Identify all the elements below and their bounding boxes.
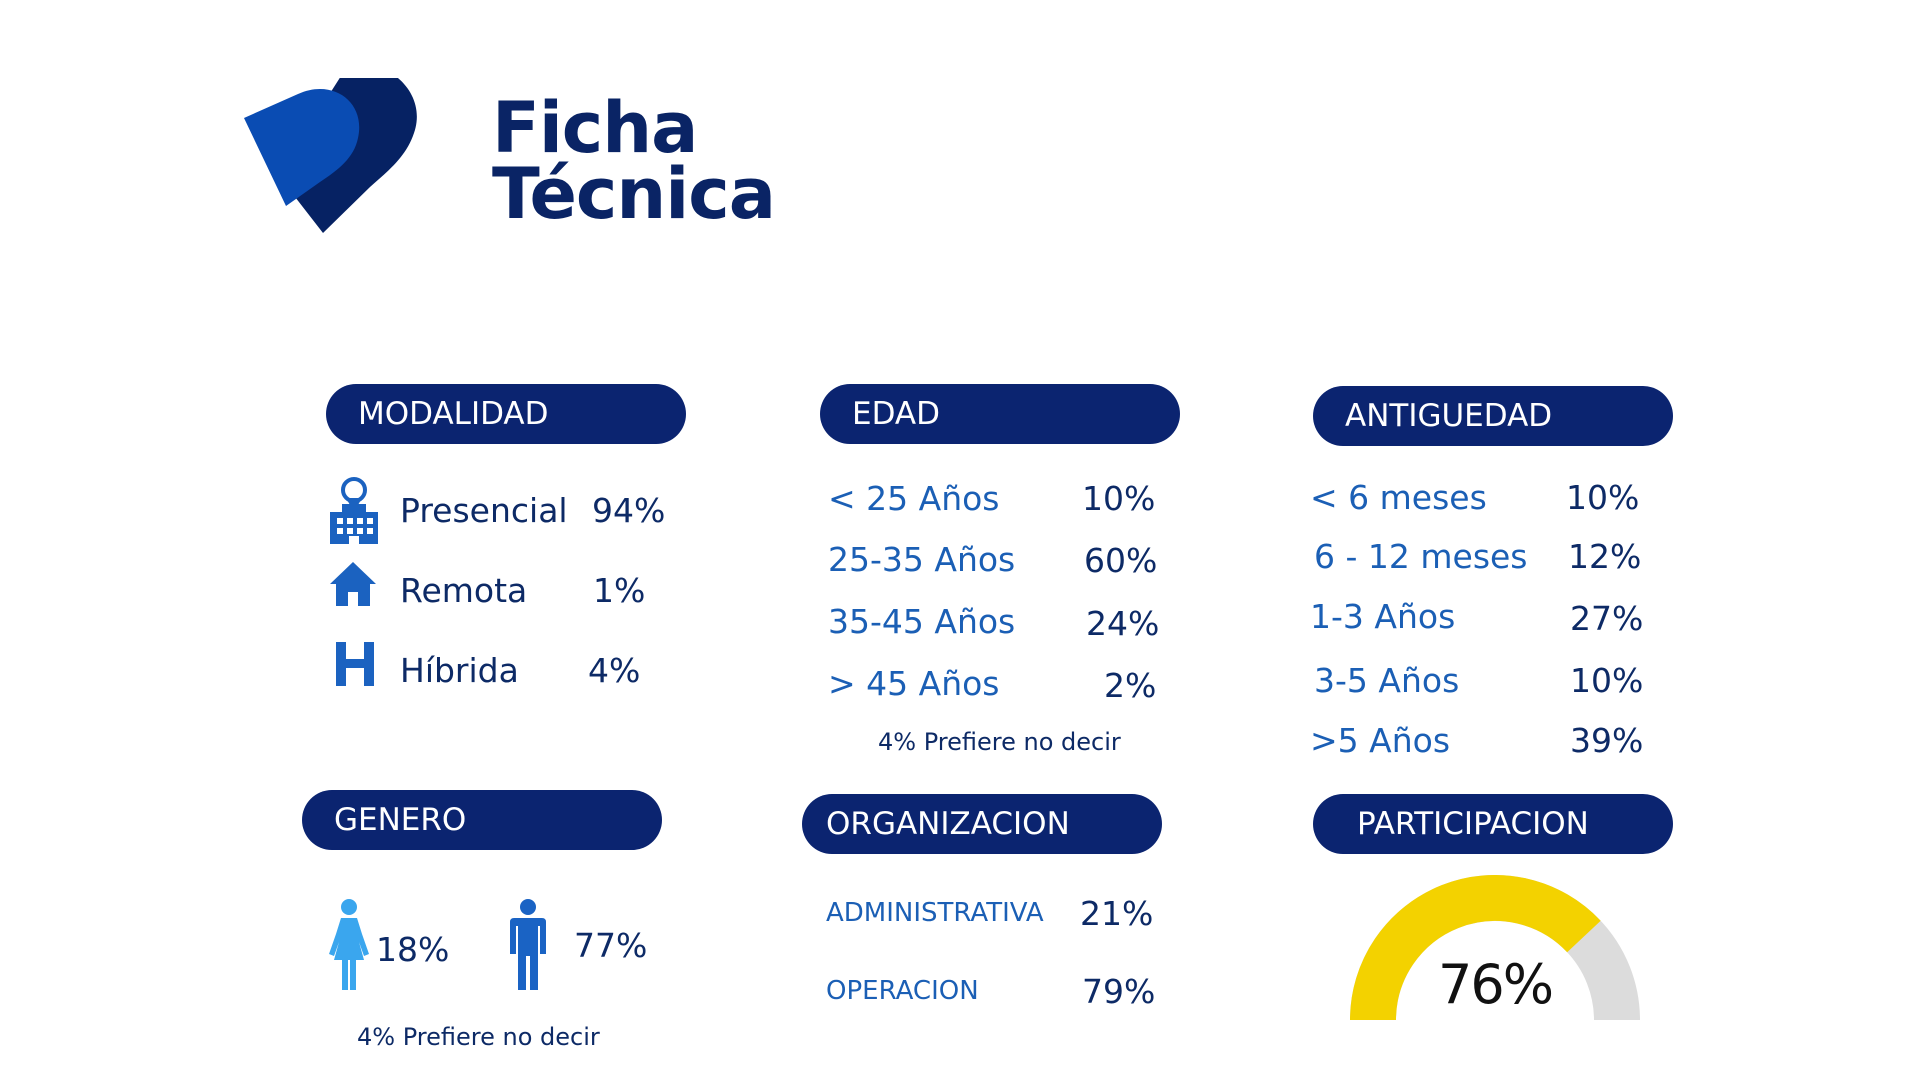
modalidad-label-presencial: Presencial [400, 491, 568, 530]
home-icon [330, 562, 376, 606]
organizacion-label-administrativa: ADMINISTRATIVA [826, 898, 1044, 928]
male-icon [510, 899, 546, 990]
antiguedad-value-1: 10% [1566, 478, 1640, 517]
organizacion-label-operacion: OPERACION [826, 976, 979, 1006]
participation-gauge [1350, 875, 1640, 1020]
page-title-line-2: Técnica [492, 153, 776, 235]
female-icon [329, 899, 369, 990]
section-header-edad: EDAD [820, 384, 1180, 444]
section-header-antiguedad: ANTIGUEDAD [1313, 386, 1673, 446]
modalidad-label-remota: Remota [400, 571, 528, 610]
antiguedad-label-1: < 6 meses [1310, 478, 1487, 517]
antiguedad-label-5: >5 Años [1310, 721, 1451, 760]
edad-label-3: 35-45 Años [828, 602, 1016, 641]
antiguedad-value-4: 10% [1570, 661, 1644, 700]
edad-value-4: 2% [1104, 666, 1157, 705]
modalidad-value-remota: 1% [593, 571, 646, 610]
antiguedad-label-2: 6 - 12 meses [1314, 537, 1528, 576]
antiguedad-value-5: 39% [1570, 721, 1644, 760]
edad-value-1: 10% [1082, 479, 1156, 518]
edad-value-3: 24% [1086, 604, 1160, 643]
section-header-modalidad: MODALIDAD [326, 384, 686, 444]
heart-logo-icon [244, 78, 417, 233]
gauge-fill [1350, 875, 1601, 1020]
gauge-value: 76% [1437, 953, 1554, 1016]
edad-label-2: 25-35 Años [828, 540, 1016, 579]
section-header-participacion: PARTICIPACION [1313, 794, 1673, 854]
antiguedad-label-3: 1-3 Años [1310, 597, 1456, 636]
hybrid-h-icon [336, 642, 374, 686]
page-title-line-1: Ficha [492, 87, 698, 169]
edad-label-1: < 25 Años [828, 479, 1000, 518]
edad-value-2: 60% [1084, 541, 1158, 580]
edad-note: 4% Prefiere no decir [878, 728, 1121, 756]
edad-label-4: > 45 Años [828, 664, 1000, 703]
organizacion-value-administrativa: 21% [1080, 894, 1154, 933]
antiguedad-value-3: 27% [1570, 599, 1644, 638]
modalidad-value-hibrida: 4% [588, 651, 641, 690]
genero-female-value: 18% [376, 930, 450, 969]
modalidad-value-presencial: 94% [592, 491, 666, 530]
genero-note: 4% Prefiere no decir [357, 1023, 600, 1051]
office-building-location-icon [330, 477, 378, 544]
genero-male-value: 77% [574, 926, 648, 965]
section-header-organizacion: ORGANIZACION [802, 794, 1162, 854]
antiguedad-label-4: 3-5 Años [1314, 661, 1460, 700]
antiguedad-value-2: 12% [1568, 537, 1642, 576]
modalidad-label-hibrida: Híbrida [400, 651, 519, 690]
section-header-genero: GENERO [302, 790, 662, 850]
organizacion-value-operacion: 79% [1082, 972, 1156, 1011]
